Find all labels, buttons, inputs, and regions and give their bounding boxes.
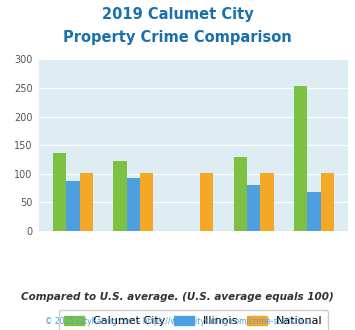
Text: Compared to U.S. average. (U.S. average equals 100): Compared to U.S. average. (U.S. average … [21,292,334,302]
Text: © 2025 CityRating.com - https://www.cityrating.com/crime-statistics/: © 2025 CityRating.com - https://www.city… [45,317,310,326]
Bar [127,178,140,231]
Bar [294,86,307,231]
Bar [234,157,247,231]
Text: 2019 Calumet City: 2019 Calumet City [102,7,253,21]
Bar [321,173,334,231]
Legend: Calumet City, Illinois, National: Calumet City, Illinois, National [59,310,328,330]
Bar [66,181,80,231]
Bar [53,153,66,231]
Bar [113,161,127,231]
Bar [260,173,274,231]
Bar [247,185,260,231]
Bar [140,173,153,231]
Text: Property Crime Comparison: Property Crime Comparison [63,30,292,45]
Bar [200,173,213,231]
Bar [307,192,321,231]
Bar [80,173,93,231]
